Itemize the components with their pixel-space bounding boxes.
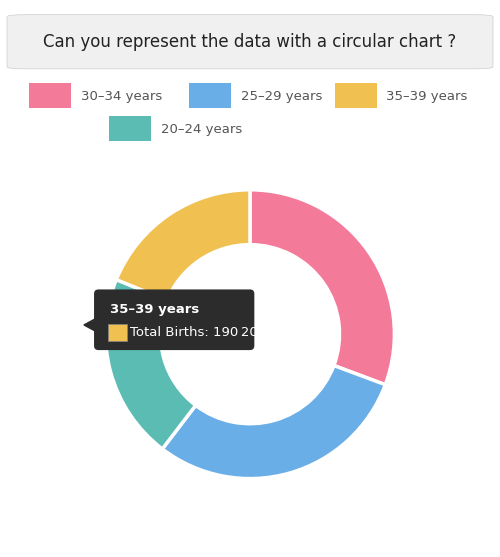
FancyBboxPatch shape — [334, 82, 377, 108]
Text: 35–39 years: 35–39 years — [386, 90, 468, 102]
Text: Total Births: 190 203: Total Births: 190 203 — [130, 326, 266, 339]
FancyBboxPatch shape — [108, 324, 128, 341]
Polygon shape — [84, 317, 98, 333]
FancyBboxPatch shape — [109, 116, 152, 141]
Text: 25–29 years: 25–29 years — [240, 90, 322, 102]
FancyBboxPatch shape — [29, 82, 72, 108]
Wedge shape — [106, 280, 196, 449]
FancyBboxPatch shape — [94, 290, 254, 350]
Text: Can you represent the data with a circular chart ?: Can you represent the data with a circul… — [44, 33, 457, 51]
Text: 20–24 years: 20–24 years — [160, 123, 242, 136]
FancyBboxPatch shape — [7, 14, 493, 69]
Wedge shape — [250, 190, 394, 385]
Wedge shape — [162, 365, 386, 478]
FancyBboxPatch shape — [189, 82, 231, 108]
Text: 35–39 years: 35–39 years — [110, 303, 199, 316]
Wedge shape — [116, 190, 250, 300]
Text: 30–34 years: 30–34 years — [81, 90, 162, 102]
